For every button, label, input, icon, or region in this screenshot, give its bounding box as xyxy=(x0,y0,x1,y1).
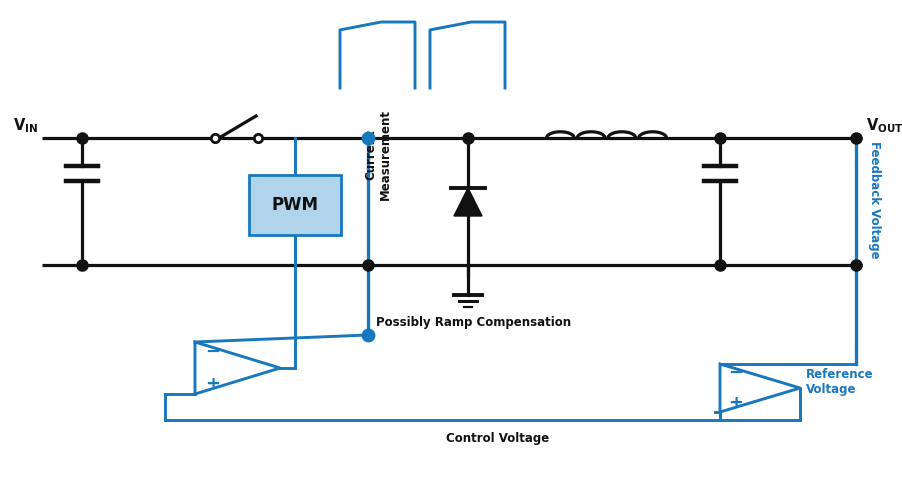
Text: $\mathbf{V_{OUT}}$: $\mathbf{V_{OUT}}$ xyxy=(866,116,902,135)
Text: Current
Measurement: Current Measurement xyxy=(364,109,392,200)
Text: $\mathbf{V_{IN}}$: $\mathbf{V_{IN}}$ xyxy=(13,116,38,135)
Text: Control Voltage: Control Voltage xyxy=(446,432,549,445)
Text: −: − xyxy=(206,343,221,361)
Polygon shape xyxy=(195,342,280,394)
Text: PWM: PWM xyxy=(272,196,318,214)
Polygon shape xyxy=(720,364,800,412)
Text: −: − xyxy=(729,364,743,382)
Text: Feedback Voltage: Feedback Voltage xyxy=(868,141,881,259)
Text: Possibly Ramp Compensation: Possibly Ramp Compensation xyxy=(376,316,571,329)
Polygon shape xyxy=(454,188,482,216)
Text: +: + xyxy=(729,394,743,412)
FancyBboxPatch shape xyxy=(249,175,341,235)
Text: Reference
Voltage: Reference Voltage xyxy=(806,368,874,396)
Text: +: + xyxy=(206,375,220,393)
